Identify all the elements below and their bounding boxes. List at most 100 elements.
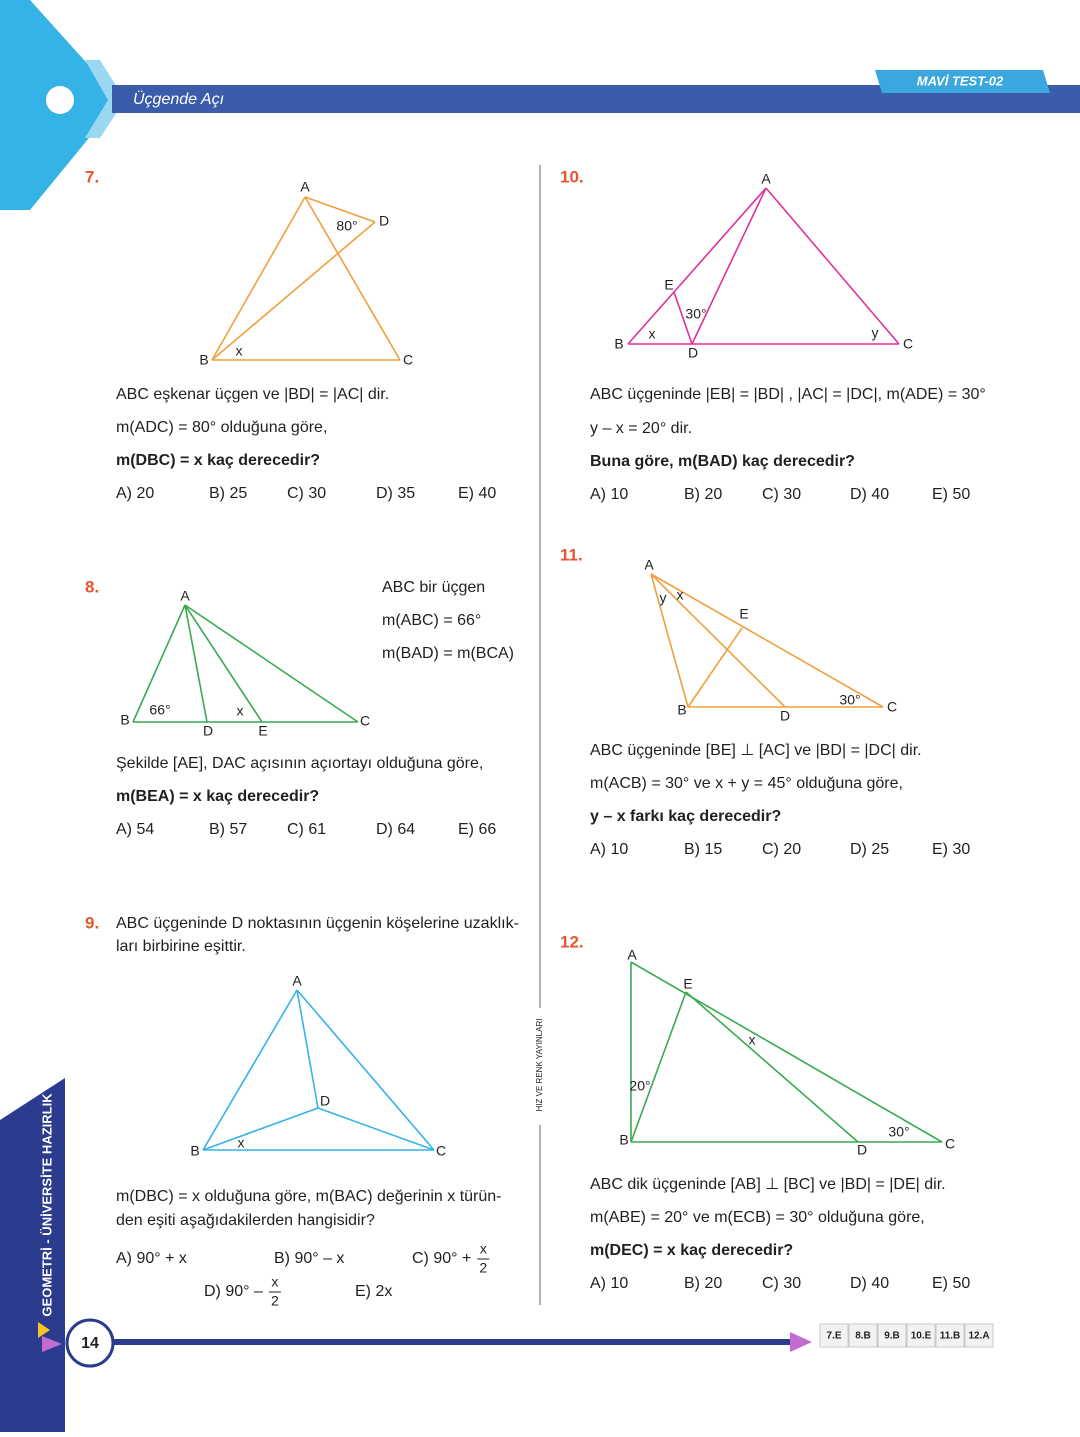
figure-label: A [644,557,654,573]
question-text: m(ADC) = 80° olduğuna göre, [116,419,327,436]
figure-edge [296,989,435,1151]
publisher: HIZ VE RENK YAYINLARI [535,1019,544,1112]
figure-label: B [614,336,623,352]
side-text: m(ABC) = 66° [382,612,481,629]
choice: B) 20 [684,486,722,503]
figure-edge [650,573,884,708]
fraction-den: 2 [479,1260,487,1276]
choice: C) 90° + [412,1250,471,1267]
answer-box [964,1323,994,1348]
choice: E) 30 [932,841,970,858]
question-number: 10. [560,167,584,186]
figure-label: y [660,590,667,606]
figure-label: 20° [629,1078,650,1094]
figure-label: 66° [149,702,170,718]
question-text: m(ABE) = 20° ve m(ECB) = 30° olduğuna gö… [590,1209,925,1226]
choice: E) 50 [932,1275,970,1292]
figure-edge [184,604,359,723]
choice: A) 10 [590,841,628,858]
choice: C) 30 [762,1275,801,1292]
question-text: Şekilde [AE], DAC açısının açıortayı old… [116,755,483,772]
figure-label: C [436,1143,446,1159]
figure-label: 80° [336,218,357,234]
figure-edge [685,991,859,1143]
choice: C) 61 [287,821,326,838]
answer-box [848,1323,878,1348]
figure-label: A [292,973,302,989]
choice: D) 90° – [204,1283,263,1300]
question-text: Buna göre, m(BAD) kaç derecedir? [590,453,855,470]
figure-label: E [739,606,748,622]
figure-label: B [190,1143,199,1159]
question-text: m(DBC) = x olduğuna göre, m(BAC) değerin… [116,1188,502,1205]
choice: E) 66 [458,821,496,838]
answer: 12.A [968,1331,989,1342]
side-text: m(BAD) = m(BCA) [382,645,514,662]
figure-label: x [238,1135,245,1151]
figure-label: A [761,171,771,187]
question-number: 8. [85,577,99,596]
figure-label: A [627,947,637,963]
question-text: ABC dik üçgeninde [AB] ⊥ [BC] ve |BD| = … [590,1176,946,1193]
figure-edge [650,573,786,708]
figure-label: E [664,277,673,293]
answer: 8.B [855,1331,871,1342]
figure-edge [317,1107,435,1151]
figure-edge [184,604,263,723]
figure-edge [630,991,687,1143]
question-text: ABC eşkenar üçgen ve |BD| = |AC| dir. [116,386,389,403]
figure-edge [296,989,319,1109]
answer: 7.E [826,1331,841,1342]
choice: D) 35 [376,485,415,502]
question-number: 12. [560,932,584,951]
choice: B) 25 [209,485,247,502]
choice: C) 30 [287,485,326,502]
figure-label: x [649,326,656,342]
choice: B) 57 [209,821,247,838]
choice: C) 20 [762,841,801,858]
sidebar-text: GEOMETRİ - ÜNİVERSİTE HAZIRLIK [39,1093,54,1317]
figure-label: B [619,1132,628,1148]
figure-edge [304,196,376,223]
question-text: y – x farkı kaç derecedir? [590,808,781,825]
choice: E) 40 [458,485,496,502]
figure-edge [132,604,186,723]
page-number: 14 [81,1335,99,1352]
figure-label: C [403,352,413,368]
figure-label: B [677,702,686,718]
choice: A) 54 [116,821,154,838]
figure-label: x [237,703,244,719]
fraction-den: 2 [271,1293,279,1309]
question-text: m(BEA) = x kaç derecedir? [116,788,319,805]
decor [42,1336,62,1352]
figure-label: D [688,345,698,361]
figure-label: x [677,587,684,603]
choice: B) 15 [684,841,722,858]
question-text: ABC üçgeninde [BE] ⊥ [AC] ve |BD| = |DC|… [590,742,922,759]
figure-label: 30° [888,1124,909,1140]
runner-icon [46,86,74,114]
section-title: Üçgende Açı [133,90,224,108]
answer-box [877,1323,907,1348]
figure-label: B [199,352,208,368]
figure-label: C [360,713,370,729]
question-text: y – x = 20° dir. [590,420,692,437]
answer-box [906,1323,936,1348]
figure-label: B [120,712,129,728]
figure-edge [673,291,693,345]
figure-label: E [683,976,692,992]
question-text: m(DBC) = x kaç derecedir? [116,452,320,469]
figure-label: C [903,336,913,352]
figure-edge [630,961,943,1143]
question-number: 7. [85,167,99,186]
figure-label: E [258,723,267,739]
question-text: ABC üçgeninde |EB| = |BD| , |AC| = |DC|,… [590,386,986,403]
choice: C) 30 [762,486,801,503]
figure-label: C [945,1136,955,1152]
figure-label: A [300,179,310,195]
choice: E) 50 [932,486,970,503]
figure-label: A [180,588,190,604]
figure-edge [627,187,767,345]
